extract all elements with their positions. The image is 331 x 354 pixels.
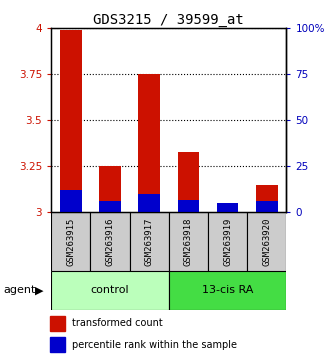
Bar <box>256 201 277 212</box>
Bar <box>256 185 277 212</box>
Text: GSM263917: GSM263917 <box>145 217 154 266</box>
Text: GSM263920: GSM263920 <box>262 217 271 266</box>
Bar <box>247 212 286 271</box>
Bar <box>60 30 82 212</box>
Bar <box>50 316 65 331</box>
Bar <box>99 201 121 212</box>
Bar <box>178 200 199 212</box>
Bar <box>208 212 247 271</box>
Bar <box>217 207 238 212</box>
Bar <box>178 152 199 212</box>
Text: GSM263915: GSM263915 <box>67 217 75 266</box>
Title: GDS3215 / 39599_at: GDS3215 / 39599_at <box>93 13 244 27</box>
Bar <box>169 271 286 310</box>
Bar <box>169 212 208 271</box>
Bar <box>217 203 238 212</box>
Bar <box>50 337 65 352</box>
Text: GSM263916: GSM263916 <box>106 217 115 266</box>
Bar <box>51 212 90 271</box>
Text: transformed count: transformed count <box>72 318 163 329</box>
Text: GSM263918: GSM263918 <box>184 217 193 266</box>
Text: percentile rank within the sample: percentile rank within the sample <box>72 339 237 350</box>
Text: ▶: ▶ <box>35 285 43 295</box>
Bar <box>60 190 82 212</box>
Text: agent: agent <box>3 285 36 295</box>
Bar <box>138 74 160 212</box>
Bar <box>130 212 169 271</box>
Text: 13-cis RA: 13-cis RA <box>202 285 253 295</box>
Bar <box>90 212 130 271</box>
Bar <box>99 166 121 212</box>
Text: control: control <box>91 285 129 295</box>
Bar <box>138 194 160 212</box>
Text: GSM263919: GSM263919 <box>223 217 232 266</box>
Bar <box>51 271 169 310</box>
